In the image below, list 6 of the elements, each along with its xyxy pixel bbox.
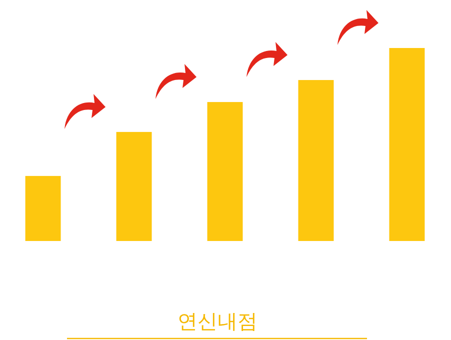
bar <box>116 132 152 241</box>
text: 연신내점 <box>178 309 258 333</box>
bar <box>298 80 334 241</box>
bar <box>389 48 425 241</box>
bar <box>207 102 243 241</box>
bar <box>25 176 61 241</box>
